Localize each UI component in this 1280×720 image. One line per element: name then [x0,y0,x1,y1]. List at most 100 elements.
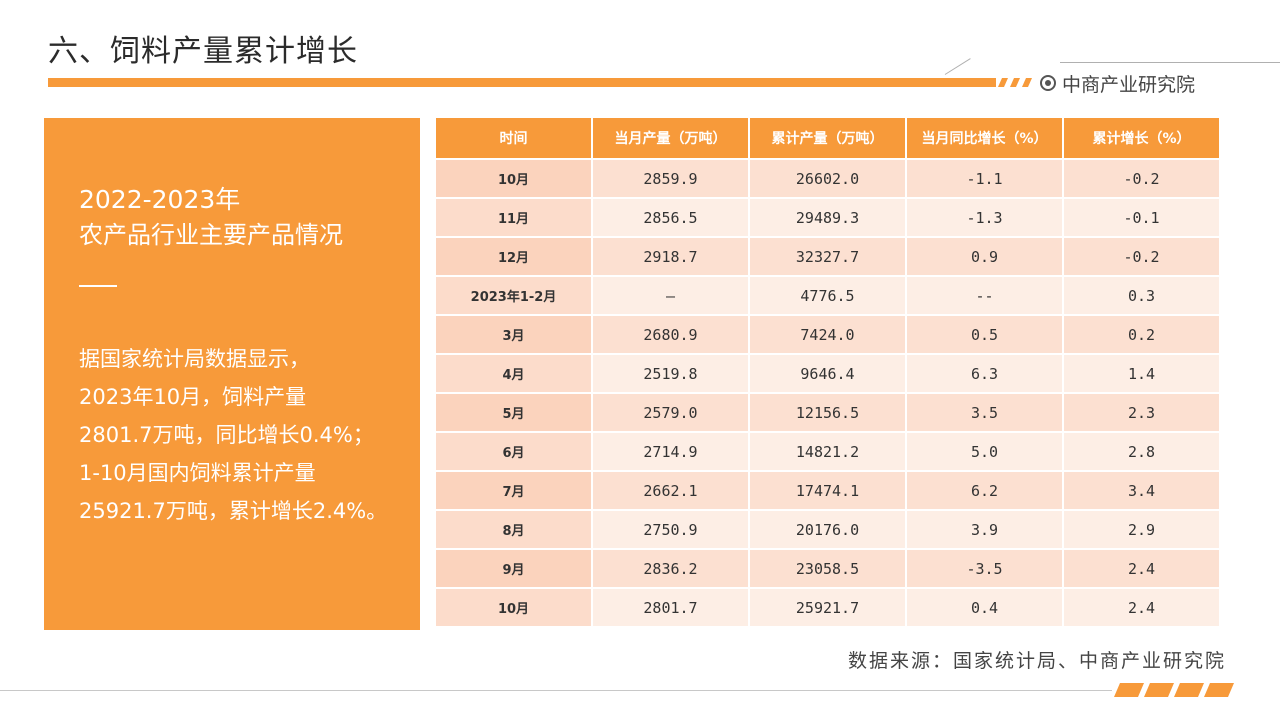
cell-monthly-yoy: 5.0 [907,433,1064,472]
cell-monthly-output: 2579.0 [593,394,750,433]
title-divider-diagonal [944,58,971,75]
cell-monthly-yoy: 0.4 [907,589,1064,628]
cell-time: 10月 [436,160,593,199]
table-row: 8月 2750.9 20176.0 3.9 2.9 [436,511,1221,550]
cell-time: 4月 [436,355,593,394]
panel-subtitle: 农产品行业主要产品情况 [79,221,343,249]
table-row: 9月 2836.2 23058.5 -3.5 2.4 [436,550,1221,589]
table-row: 4月 2519.8 9646.4 6.3 1.4 [436,355,1221,394]
cell-monthly-yoy: 0.5 [907,316,1064,355]
cell-monthly-output: 2662.1 [593,472,750,511]
cell-cumulative-output: 20176.0 [750,511,907,550]
footer-line [0,690,1112,691]
table-row: 6月 2714.9 14821.2 5.0 2.8 [436,433,1221,472]
cell-monthly-output: 2918.7 [593,238,750,277]
cell-monthly-output: 2856.5 [593,199,750,238]
cell-monthly-output: 2801.7 [593,589,750,628]
title-divider-line [1060,62,1280,63]
cell-cumulative-output: 12156.5 [750,394,907,433]
table-row: 12月 2918.7 32327.7 0.9 -0.2 [436,238,1221,277]
column-header-cumulative-output: 累计产量（万吨） [750,118,907,160]
cell-time: 7月 [436,472,593,511]
cell-monthly-yoy: 3.9 [907,511,1064,550]
panel-body-line: 据国家统计局数据显示， [79,347,310,371]
cell-cumulative-output: 32327.7 [750,238,907,277]
cell-monthly-output: 2750.9 [593,511,750,550]
cell-monthly-output: 2859.9 [593,160,750,199]
cell-time: 10月 [436,589,593,628]
cell-cumulative-growth: 0.2 [1064,316,1221,355]
cell-cumulative-output: 17474.1 [750,472,907,511]
page-title: 六、饲料产量累计增长 [48,34,358,69]
cell-monthly-yoy: 0.9 [907,238,1064,277]
cell-monthly-output: 2519.8 [593,355,750,394]
feed-production-table: 时间 当月产量（万吨） 累计产量（万吨） 当月同比增长（%） 累计增长（%） 1… [436,118,1221,628]
title-accent-bar [48,78,996,87]
table-row: 10月 2801.7 25921.7 0.4 2.4 [436,589,1221,628]
cell-monthly-yoy: -3.5 [907,550,1064,589]
cell-monthly-output: — [593,277,750,316]
panel-body-line: 1-10月国内饲料累计产量 [79,461,316,485]
table-row: 5月 2579.0 12156.5 3.5 2.3 [436,394,1221,433]
column-header-monthly-output: 当月产量（万吨） [593,118,750,160]
cell-monthly-yoy: -- [907,277,1064,316]
cell-cumulative-growth: 2.4 [1064,550,1221,589]
panel-divider [79,285,117,287]
brand-circle-icon [1040,75,1056,91]
panel-body-line: 2801.7万吨，同比增长0.4%； [79,423,374,447]
cell-cumulative-growth: 2.4 [1064,589,1221,628]
panel-body-text: 据国家统计局数据显示， 2023年10月，饲料产量 2801.7万吨，同比增长0… [79,340,399,530]
table-row: 7月 2662.1 17474.1 6.2 3.4 [436,472,1221,511]
cell-time: 8月 [436,511,593,550]
footer-stripes-icon [1114,683,1234,697]
data-source: 数据来源：国家统计局、中商产业研究院 [847,650,1226,672]
column-header-time: 时间 [436,118,593,160]
cell-cumulative-output: 9646.4 [750,355,907,394]
table-row: 2023年1-2月 —4776.5 -- 0.3 [436,277,1221,316]
cell-cumulative-growth: -0.2 [1064,160,1221,199]
cell-monthly-output: 2836.2 [593,550,750,589]
panel-years: 2022-2023年 [79,185,241,214]
table-row: 3月 2680.9 7424.0 0.5 0.2 [436,316,1221,355]
cell-cumulative-output: 7424.0 [750,316,907,355]
brand-logo: 中商产业研究院 [1040,70,1195,96]
cell-time: 6月 [436,433,593,472]
cell-cumulative-growth: 1.4 [1064,355,1221,394]
cell-cumulative-growth: 0.3 [1064,277,1221,316]
cell-time: 5月 [436,394,593,433]
table-row: 11月 2856.5 29489.3 -1.3 -0.1 [436,199,1221,238]
panel-body-line: 2023年10月，饲料产量 [79,385,307,409]
cell-monthly-output: 2680.9 [593,316,750,355]
cell-cumulative-output: 14821.2 [750,433,907,472]
cell-cumulative-output: 25921.7 [750,589,907,628]
cell-monthly-yoy: 6.3 [907,355,1064,394]
column-header-monthly-yoy: 当月同比增长（%） [907,118,1064,160]
panel-body-line: 25921.7万吨，累计增长2.4%。 [79,499,388,523]
cell-time: 12月 [436,238,593,277]
table-header-row: 时间 当月产量（万吨） 累计产量（万吨） 当月同比增长（%） 累计增长（%） [436,118,1221,160]
cell-monthly-yoy: -1.1 [907,160,1064,199]
brand-name: 中商产业研究院 [1062,73,1196,96]
cell-monthly-output: 2714.9 [593,433,750,472]
summary-panel: 2022-2023年 农产品行业主要产品情况 据国家统计局数据显示， 2023年… [44,118,420,630]
decorative-stripes-icon [998,78,1032,87]
cell-cumulative-output: 23058.5 [750,550,907,589]
cell-monthly-yoy: 3.5 [907,394,1064,433]
cell-cumulative-growth: -0.2 [1064,238,1221,277]
cell-cumulative-growth: 2.9 [1064,511,1221,550]
cell-time: 3月 [436,316,593,355]
cell-cumulative-growth: 3.4 [1064,472,1221,511]
table-row: 10月 2859.9 26602.0 -1.1 -0.2 [436,160,1221,199]
cell-cumulative-output: 29489.3 [750,199,907,238]
cell-time: 11月 [436,199,593,238]
cell-cumulative-growth: 2.8 [1064,433,1221,472]
column-header-cumulative-growth: 累计增长（%） [1064,118,1221,160]
cell-cumulative-growth: -0.1 [1064,199,1221,238]
cell-time: 2023年1-2月 [436,277,593,316]
cell-cumulative-growth: 2.3 [1064,394,1221,433]
cell-monthly-yoy: 6.2 [907,472,1064,511]
cell-time: 9月 [436,550,593,589]
cell-cumulative-output: 26602.0 [750,160,907,199]
cell-cumulative-output: 4776.5 [750,277,907,316]
cell-monthly-yoy: -1.3 [907,199,1064,238]
